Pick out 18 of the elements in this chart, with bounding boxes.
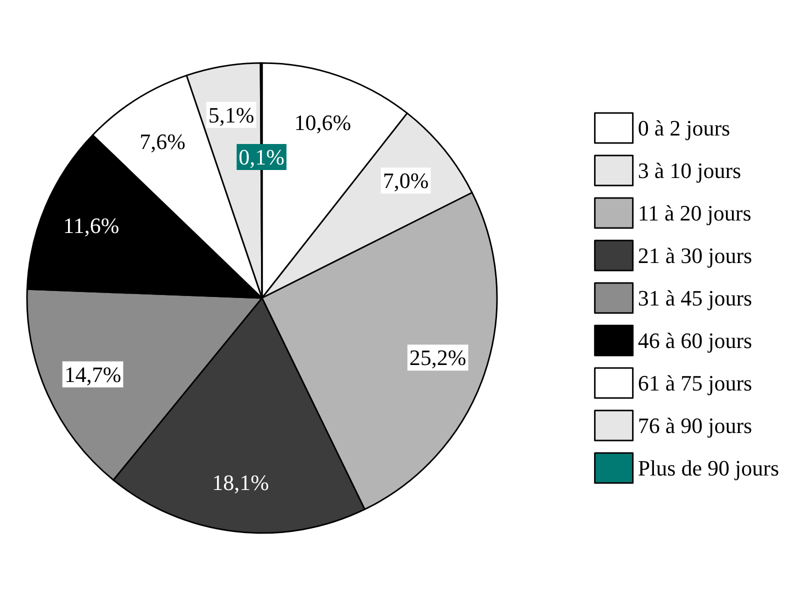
legend-label: 21 à 30 jours xyxy=(638,243,752,268)
legend-label: 61 à 75 jours xyxy=(638,370,752,396)
legend-label: 11 à 20 jours xyxy=(638,200,752,226)
data-label: 14,7% xyxy=(64,362,122,387)
legend-label: 31 à 45 jours xyxy=(638,286,752,310)
data-label: 5,1% xyxy=(208,102,254,128)
legend-label: 0 à 2 jours xyxy=(638,116,730,140)
data-label: 7,6% xyxy=(140,128,186,154)
data-label: 7,0% xyxy=(382,168,429,194)
legend-label: 76 à 90 jours xyxy=(638,413,752,438)
legend-label: 3 à 10 jours xyxy=(638,158,742,183)
data-label: 25,2% xyxy=(409,345,466,370)
data-label: 11,6% xyxy=(63,212,120,238)
legend-label: Plus de 90 jours xyxy=(638,456,780,480)
data-label: 0,1% xyxy=(238,144,284,170)
data-label: 18,1% xyxy=(212,470,269,495)
data-label: 10,6% xyxy=(294,110,352,136)
legend-label: 46 à 60 jours xyxy=(638,328,752,353)
